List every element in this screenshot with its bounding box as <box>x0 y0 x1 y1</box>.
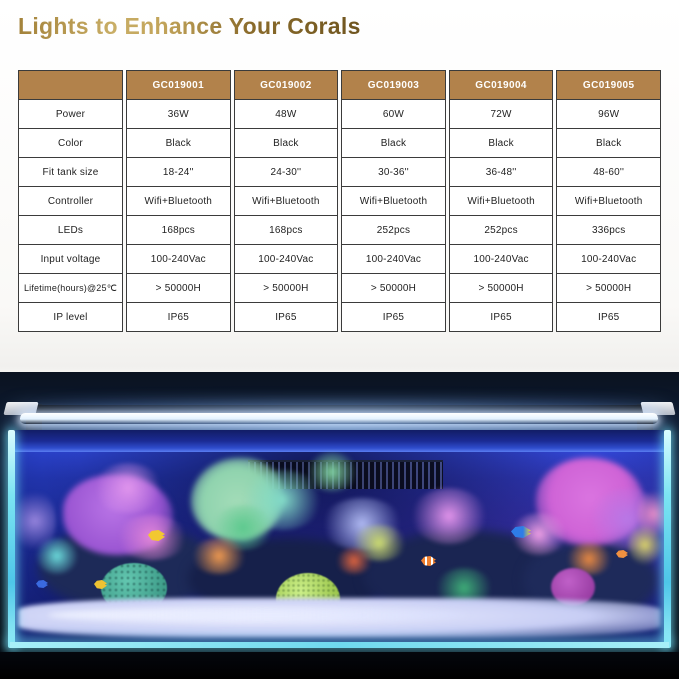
spec-cell: Black <box>342 129 445 158</box>
spec-table-label-column: Power Color Fit tank size Controller LED… <box>18 70 123 332</box>
spec-cell: 168pcs <box>234 216 338 245</box>
spec-cell: Black <box>234 129 338 158</box>
sand-highlight <box>48 608 468 622</box>
spec-cell: > 50000H <box>127 274 230 303</box>
glass-edge-left <box>8 430 15 648</box>
model-header: GC019005 <box>557 71 660 100</box>
spec-cell: 168pcs <box>127 216 230 245</box>
spec-table-model-column: GC019005 96W Black 48-60'' Wifi+Bluetoot… <box>556 70 661 332</box>
spec-cell: 100-240Vac <box>234 245 338 274</box>
spec-cell: 100-240Vac <box>557 245 660 274</box>
glass-edge-bottom <box>10 642 669 648</box>
coral-orange <box>191 538 247 574</box>
spec-table: Power Color Fit tank size Controller LED… <box>18 70 661 332</box>
spec-cell: 100-240Vac <box>449 245 553 274</box>
spec-cell: 252pcs <box>449 216 553 245</box>
model-header: GC019003 <box>342 71 445 100</box>
spec-cell: IP65 <box>598 311 620 323</box>
spec-row-label: Fit tank size <box>19 158 122 187</box>
spec-row-label: Controller <box>19 187 122 216</box>
spec-cell: > 50000H <box>449 274 553 303</box>
spec-cell: 336pcs <box>557 216 660 245</box>
aquarium-tank <box>8 430 671 648</box>
spec-cell: > 50000H <box>342 274 445 303</box>
coral-pink-mid <box>411 488 487 544</box>
fish-orange-right <box>616 550 628 558</box>
spec-cell: 24-30'' <box>234 158 338 187</box>
spec-row-label: LEDs <box>19 216 122 245</box>
coral-pink-branching <box>93 463 163 513</box>
spec-cell: Wifi+Bluetooth <box>557 187 660 216</box>
spec-cell: IP65 <box>382 311 405 323</box>
spec-cell: 72W <box>449 100 553 129</box>
spec-row-label: Power <box>19 100 122 129</box>
spec-cell: Black <box>449 129 553 158</box>
spec-table-model-column: GC019002 48W Black 24-30'' Wifi+Bluetoot… <box>233 70 339 332</box>
spec-cell: 30-36'' <box>342 158 445 187</box>
coral-lavender-far-left <box>14 490 56 552</box>
spec-cell: 100-240Vac <box>342 245 445 274</box>
spec-row-label: IP level <box>53 311 88 323</box>
spec-cell: Wifi+Bluetooth <box>342 187 445 216</box>
tank-stand <box>0 652 679 679</box>
spec-cell: 100-240Vac <box>127 245 230 274</box>
led-glow-strip <box>20 413 658 424</box>
spec-cell: 36-48'' <box>449 158 553 187</box>
spec-cell: IP65 <box>490 311 512 323</box>
coral-red-small <box>336 548 372 574</box>
spec-cell: 36W <box>127 100 230 129</box>
fish-clownfish <box>421 556 436 566</box>
spec-cell: > 50000H <box>234 274 338 303</box>
spec-row-label: Lifetime(hours)@25℃ <box>19 274 122 303</box>
fish-yellow-small <box>94 580 107 589</box>
fish-yellow-tang <box>148 530 165 541</box>
spec-cell: > 50000H <box>557 274 660 303</box>
fish-blue-small <box>36 580 48 588</box>
spec-cell: 48W <box>234 100 338 129</box>
spec-cell: 60W <box>342 100 445 129</box>
spec-table-corner-cell <box>19 71 122 100</box>
reef-aquarium-photo <box>0 372 679 679</box>
spec-table-model-column: GC019001 36W Black 18-24'' Wifi+Bluetoot… <box>126 70 231 332</box>
spec-cell: Black <box>557 129 660 158</box>
spec-cell: 252pcs <box>342 216 445 245</box>
spec-cell: Wifi+Bluetooth <box>234 187 338 216</box>
coral-yellow-right <box>628 525 662 565</box>
model-header: GC019002 <box>234 71 338 100</box>
spec-cell: Wifi+Bluetooth <box>127 187 230 216</box>
spec-cell: 96W <box>557 100 660 129</box>
page-title: Lights to Enhance Your Corals <box>18 13 361 39</box>
spec-cell: 48-60'' <box>557 158 660 187</box>
tank-rim-top <box>15 430 664 452</box>
spec-cell: Wifi+Bluetooth <box>449 187 553 216</box>
model-header: GC019001 <box>127 71 230 100</box>
spec-cell: Black <box>127 129 230 158</box>
spec-table-model-column: GC019003 60W Black 30-36'' Wifi+Bluetoot… <box>341 70 446 332</box>
coral-green-top <box>306 452 358 492</box>
glass-edge-right <box>664 430 671 648</box>
fish-blue-tang <box>511 526 531 538</box>
model-header: GC019004 <box>449 71 553 100</box>
spec-cell: 18-24'' <box>127 158 230 187</box>
spec-row-label: Color <box>19 129 122 158</box>
spec-table-model-column: GC019004 72W Black 36-48'' Wifi+Bluetoot… <box>448 70 554 332</box>
spec-cell: IP65 <box>167 311 189 323</box>
spec-row-label: Input voltage <box>19 245 122 274</box>
spec-cell: IP65 <box>275 311 297 323</box>
